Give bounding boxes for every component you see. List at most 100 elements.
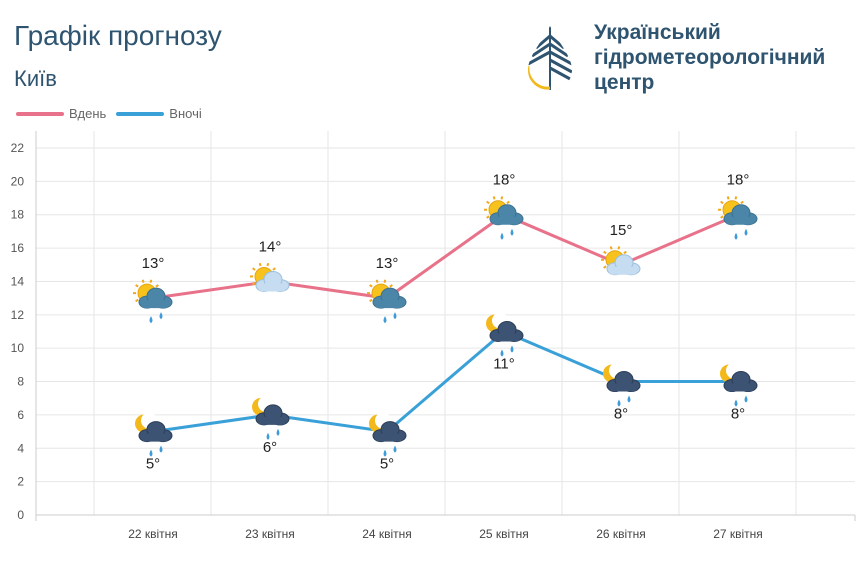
sun-ray <box>500 196 504 200</box>
legend-day-label: Вдень <box>69 106 107 121</box>
organization-logo-icon <box>528 26 572 90</box>
sun-ray <box>266 262 270 267</box>
day-temp-label: 14° <box>259 238 282 255</box>
rain-drop <box>744 395 748 403</box>
day-temp-label: 18° <box>493 172 516 189</box>
org-line-3: центр <box>594 71 655 94</box>
moon-cloud-icon <box>252 395 290 440</box>
legend-night-swatch <box>116 111 165 116</box>
rain-drop <box>393 445 397 453</box>
sun-cloud-icon <box>601 246 641 276</box>
moon-cloud-icon <box>135 412 173 457</box>
sun-ray <box>734 196 738 200</box>
y-tick-label: 0 <box>17 508 24 522</box>
rain-drop <box>500 232 504 240</box>
rain-drop <box>510 228 514 236</box>
sun-ray <box>740 200 744 205</box>
sun-ray <box>252 282 256 286</box>
rain-drop <box>383 316 387 324</box>
cloud-part <box>375 433 403 442</box>
sun-ray <box>141 279 145 283</box>
y-tick-label: 2 <box>17 475 24 489</box>
x-tick-label: 24 квітня <box>362 527 412 541</box>
y-tick-label: 12 <box>11 308 25 322</box>
moon-cloud-icon <box>603 362 641 407</box>
cloud-part <box>258 416 286 425</box>
y-tick-label: 8 <box>17 375 24 389</box>
sun-ray <box>383 279 387 283</box>
sun-ray <box>623 250 627 255</box>
sun-ray <box>369 284 373 288</box>
x-tick-label: 22 квітня <box>128 527 178 541</box>
sun-ray <box>726 196 730 200</box>
sun-ray <box>603 250 607 255</box>
y-tick-label: 10 <box>11 341 25 355</box>
sun-ray <box>135 284 139 288</box>
x-tick-label: 27 квітня <box>713 527 763 541</box>
night-temp-label: 6° <box>263 439 277 456</box>
day-temp-label: 15° <box>610 222 633 239</box>
cloud-part <box>141 433 169 442</box>
sun-cloud-icon <box>250 262 290 292</box>
sun-ray <box>492 196 496 200</box>
rain-drop <box>500 349 504 357</box>
sun-ray <box>506 200 510 205</box>
page-title: Графік прогнозу <box>14 20 222 51</box>
moon-cloud-icon <box>720 362 758 407</box>
sun-ray <box>617 246 621 250</box>
rain-drop <box>276 428 280 436</box>
sun-ray <box>389 284 393 288</box>
org-line-1: Український <box>594 21 721 44</box>
cloud-part <box>141 300 169 309</box>
cloud-part <box>609 383 637 392</box>
x-tick-label: 26 квітня <box>596 527 646 541</box>
night-temp-label: 11° <box>493 356 515 373</box>
city-name: Київ <box>14 66 57 91</box>
rain-drop <box>383 449 387 457</box>
legend-night-label: Вночі <box>169 106 202 121</box>
night-series-line <box>152 330 738 434</box>
rain-drop <box>734 399 738 407</box>
y-tick-label: 16 <box>11 241 25 255</box>
sun-ray <box>258 262 262 267</box>
day-temp-label: 18° <box>727 172 750 189</box>
sun-ray <box>155 284 159 288</box>
sun-cloud-icon <box>718 196 758 240</box>
legend-item-night[interactable]: Вночі <box>116 106 202 121</box>
rain-drop <box>744 228 748 236</box>
sun-ray <box>603 265 607 269</box>
sun-cloud-icon <box>367 279 407 324</box>
sun-ray <box>369 298 373 303</box>
organization-name: Український гідрометеорологічний центр <box>594 20 856 95</box>
rain-drop <box>159 312 163 320</box>
day-temp-label: 13° <box>142 255 165 272</box>
rain-drop <box>149 316 153 324</box>
y-tick-label: 22 <box>11 141 25 155</box>
night-temp-label: 8° <box>614 406 628 423</box>
rain-drop <box>159 445 163 453</box>
rain-drop <box>393 312 397 320</box>
x-tick-label: 23 квітня <box>245 527 295 541</box>
sun-cloud-icon <box>133 279 173 324</box>
sun-ray <box>135 298 139 303</box>
cloud-part <box>609 266 637 275</box>
sun-cloud-icon <box>484 196 524 240</box>
y-tick-label: 20 <box>11 174 25 188</box>
cloud-part <box>492 216 520 225</box>
cloud-part <box>726 383 754 392</box>
org-line-2: гідрометеорологічний <box>594 46 826 69</box>
moon-cloud-icon <box>369 412 407 457</box>
chart-legend: Вдень Вночі <box>16 106 212 121</box>
y-tick-label: 18 <box>11 208 25 222</box>
rain-drop <box>627 395 631 403</box>
sun-ray <box>486 200 490 205</box>
rain-drop <box>734 232 738 240</box>
rain-drop <box>149 449 153 457</box>
legend-item-day[interactable]: Вдень <box>16 106 106 121</box>
cloud-part <box>375 300 403 309</box>
sun-ray <box>486 215 490 219</box>
sun-ray <box>149 279 153 283</box>
night-temp-label: 5° <box>380 456 394 473</box>
sun-ray <box>720 215 724 219</box>
y-tick-label: 4 <box>17 441 24 455</box>
